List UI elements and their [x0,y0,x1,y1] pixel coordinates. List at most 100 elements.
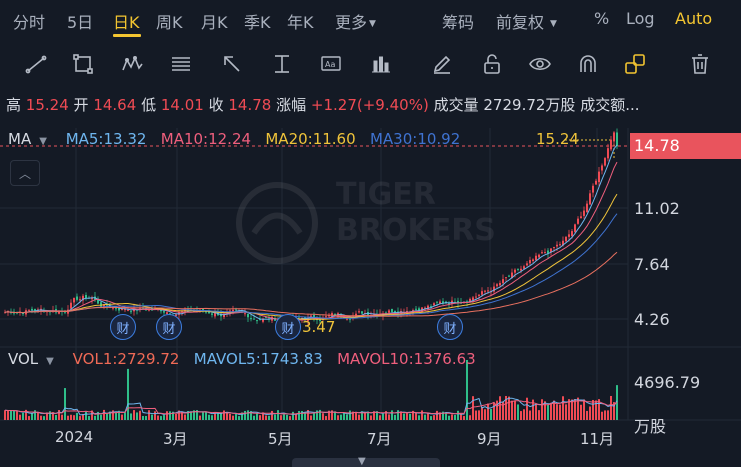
volume-bar [232,415,234,420]
volume-bar [532,399,534,420]
volume-bar [250,411,252,420]
earnings-marker[interactable]: 财 [437,314,463,340]
tab-intraday[interactable]: 分时 [13,13,46,32]
volume-bar [412,410,414,420]
period-tab-bar: 分时 5日 日K 周K 月K 季K 年K 更多 ▼ 筹码 前复权 ▼ % Log A… [0,0,741,40]
tab-more[interactable]: 更多 ▼ [335,9,376,33]
ma-indicator-label[interactable]: MA [8,130,32,148]
volume-bar [361,411,363,420]
candle-body [613,132,615,142]
wave-tool-icon[interactable] [118,50,146,78]
high-label: 高 [6,96,22,114]
candle-body [400,311,402,315]
arrow-tool-icon[interactable] [218,50,246,78]
volume-bar [115,412,117,420]
ma30-line [4,213,618,320]
volume-bar [337,415,339,420]
candle-body [85,294,87,298]
volume-bar [109,411,111,420]
volume-bar [10,410,12,420]
candle-body [73,298,75,303]
volume-value: 2729.72万股 [483,96,576,114]
trash-icon[interactable] [686,50,714,78]
percent-toggle[interactable]: % [594,9,610,28]
candle-body [598,171,600,183]
candle-body [346,318,348,320]
chip-distribution-button[interactable]: 筹码 [442,13,475,32]
volume-bar [601,411,603,420]
volume-bar [298,411,300,420]
link-icon[interactable] [621,50,649,78]
volume-bar [40,415,42,420]
candle-body [544,252,546,254]
text-box-tool-icon[interactable]: Aa [317,50,345,78]
volume-bar [253,415,255,420]
volume-bar [505,395,507,420]
unlock-icon[interactable] [478,50,506,78]
volume-bar [586,410,588,420]
candle-body [223,314,225,318]
earnings-marker[interactable]: 财 [275,314,301,340]
candle-body [535,255,537,261]
eye-icon[interactable] [526,50,554,78]
volume-bar [136,412,138,420]
tab-daily-k[interactable]: 日K [113,13,140,32]
magnet-icon[interactable] [574,50,602,78]
fibonacci-tool-icon[interactable] [167,50,195,78]
auto-scale-toggle[interactable]: Auto [675,9,713,28]
volume-bar [388,414,390,420]
candle-body [394,310,396,313]
date-tick: 9月 [477,430,502,448]
pencil-icon[interactable] [428,50,456,78]
ma-legend: MA ▼ MA5:13.32 MA10:12.24 MA20:11.60 MA30… [8,130,460,148]
tab-5day[interactable]: 5日 [67,13,94,32]
volume-bar [34,410,36,420]
volume-bar [241,412,243,420]
earnings-marker[interactable]: 财 [156,314,182,340]
text-cursor-tool-icon[interactable] [268,50,296,78]
volume-bar [46,412,48,420]
tab-weekly-k[interactable]: 周K [156,13,183,32]
log-scale-toggle[interactable]: Log [626,9,655,28]
volume-bar [430,416,432,420]
candle-body [235,309,237,311]
rectangle-tool-icon[interactable] [69,50,97,78]
candle-body [127,309,129,311]
tab-yearly-k[interactable]: 年K [287,13,314,32]
candle-body [511,272,513,279]
collapse-chevron-up-icon[interactable]: ︿ [10,160,40,186]
volume-bar [529,410,531,420]
volume-legend: VOL ▼ VOL1:2729.72 MAVOL5:1743.83 MAVOL10… [8,350,476,368]
volume-bar [274,414,276,420]
candle-body [448,303,450,305]
tab-quarterly-k[interactable]: 季K [244,13,271,32]
panel-resize-handle[interactable]: ▼ [292,456,440,467]
candle-body [487,290,489,292]
volume-bar [31,413,33,420]
bar-tool-icon[interactable] [367,50,395,78]
candle-body [358,311,360,313]
line-tool-icon[interactable] [22,50,50,78]
price-adjust-dropdown[interactable]: 前复权 ▼ [496,9,557,33]
volume-bar [301,410,303,420]
volume-bar [70,414,72,420]
vol-indicator-label[interactable]: VOL [8,350,39,368]
tab-monthly-k[interactable]: 月K [201,13,228,32]
chevron-down-icon[interactable]: ▼ [46,356,54,367]
candle-body [538,254,540,258]
volume-bar [52,412,54,420]
volume-bar [112,410,114,420]
chevron-down-icon[interactable]: ▼ [39,136,47,147]
volume-ma-lines [4,397,618,416]
candle-body [256,320,258,322]
ma10-value: MA10:12.24 [160,130,252,148]
volume-bar [331,410,333,420]
earnings-marker[interactable]: 财 [110,314,136,340]
watermark-line-2: BROKERS [336,213,496,248]
candle-body [556,244,558,247]
change-value: +1.27(+9.40%) [310,96,429,114]
volume-bar [292,411,294,420]
ma5-value: MA5:13.32 [65,130,147,148]
volume-bar [187,411,189,420]
